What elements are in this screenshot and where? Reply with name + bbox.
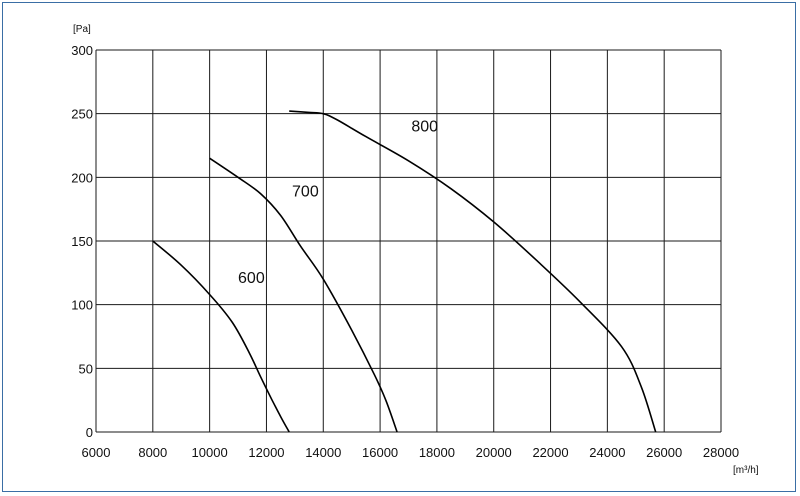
x-tick-label: 16000 (362, 445, 398, 460)
y-tick-label: 150 (71, 234, 93, 249)
y-tick-label: 0 (86, 425, 93, 440)
tick-labels: 6000 8000 10000 12000 14000 16000 18000 20000 22… (71, 43, 739, 460)
series-label-700: 700 (292, 183, 319, 200)
curve-800 (289, 110, 657, 433)
x-tick-label: 14000 (305, 445, 341, 460)
curve-700 (209, 157, 398, 433)
x-tick-label: 10000 (192, 445, 228, 460)
x-tick-label: 22000 (532, 445, 568, 460)
x-tick-label: 20000 (476, 445, 512, 460)
series-label-600: 600 (238, 270, 265, 287)
x-tick-label: 12000 (248, 445, 284, 460)
series-curves (152, 110, 657, 433)
x-tick-label: 6000 (82, 445, 111, 460)
y-tick-label: 250 (71, 107, 93, 122)
x-tick-label: 26000 (646, 445, 682, 460)
y-axis-unit: [Pa] (73, 24, 91, 35)
grid (95, 49, 722, 433)
y-tick-label: 200 (71, 170, 93, 185)
series-label-800: 800 (411, 118, 438, 135)
x-tick-label: 28000 (703, 445, 739, 460)
y-tick-label: 300 (71, 43, 93, 58)
x-tick-label: 24000 (589, 445, 625, 460)
x-tick-label: 18000 (419, 445, 455, 460)
x-axis-unit: [m³/h] (733, 465, 759, 476)
y-tick-label: 50 (79, 361, 93, 376)
y-tick-label: 100 (71, 298, 93, 313)
x-tick-label: 8000 (138, 445, 167, 460)
series-labels: 600 700 800 (238, 118, 438, 287)
curve-600 (152, 240, 290, 433)
